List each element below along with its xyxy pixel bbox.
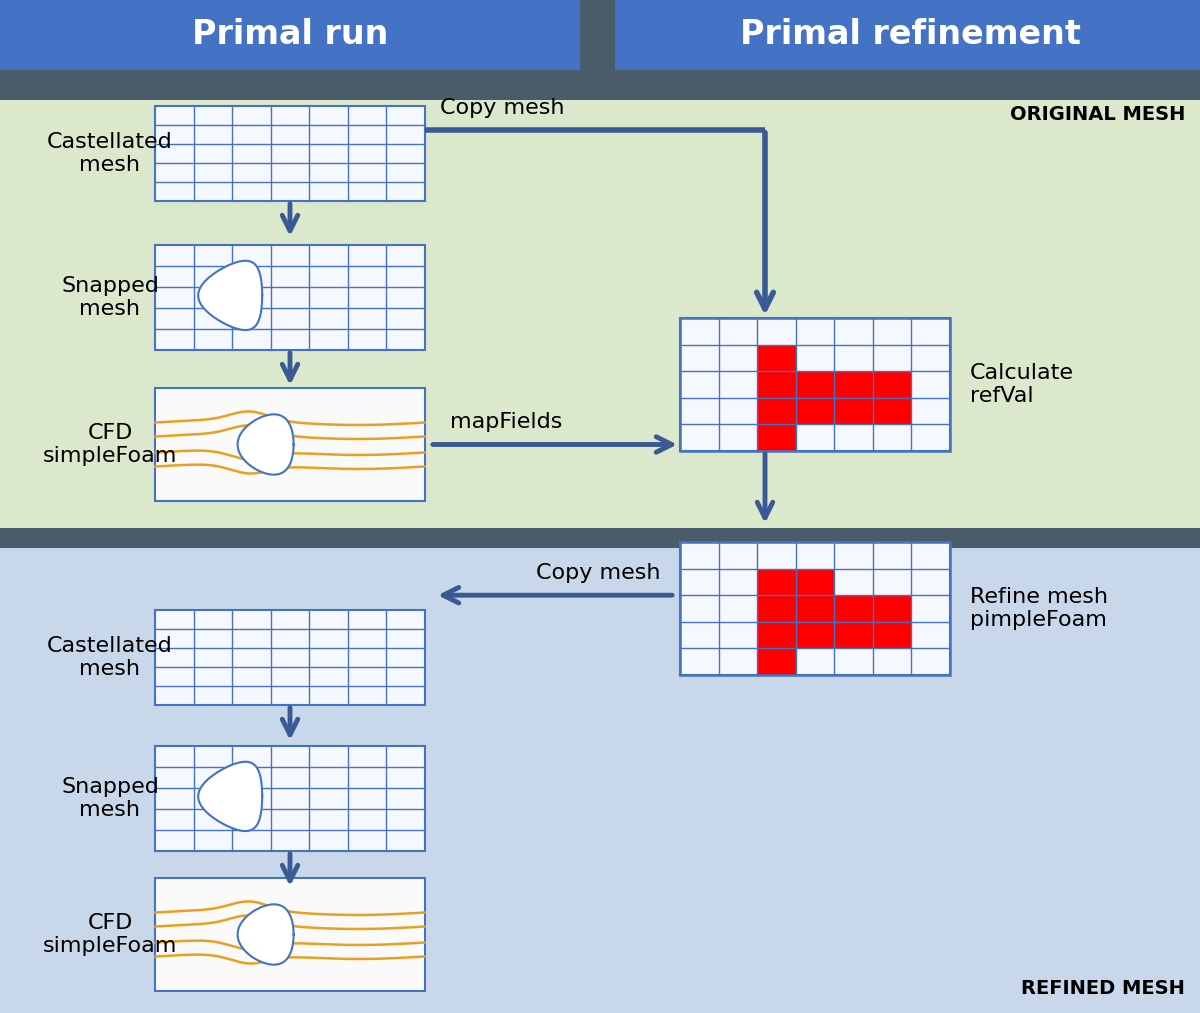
FancyBboxPatch shape [834,596,872,622]
Text: Copy mesh: Copy mesh [440,97,564,118]
FancyBboxPatch shape [872,398,912,424]
FancyBboxPatch shape [0,0,580,70]
FancyBboxPatch shape [757,424,796,451]
FancyBboxPatch shape [796,398,834,424]
Polygon shape [238,414,294,475]
FancyBboxPatch shape [872,371,912,398]
FancyBboxPatch shape [872,596,912,622]
FancyBboxPatch shape [834,398,872,424]
FancyBboxPatch shape [680,318,950,451]
Text: Primal refinement: Primal refinement [739,18,1080,52]
Text: Calculate
refVal: Calculate refVal [970,363,1074,406]
Text: Castellated
mesh: Castellated mesh [47,132,173,175]
FancyBboxPatch shape [155,245,425,350]
FancyBboxPatch shape [757,371,796,398]
FancyBboxPatch shape [757,648,796,675]
FancyBboxPatch shape [757,398,796,424]
FancyBboxPatch shape [616,0,1200,70]
FancyBboxPatch shape [757,596,796,622]
FancyBboxPatch shape [757,568,796,596]
Text: Snapped
mesh: Snapped mesh [61,777,158,821]
Text: Refine mesh
pimpleFoam: Refine mesh pimpleFoam [970,587,1108,630]
FancyBboxPatch shape [0,100,1200,528]
Text: CFD
simpleFoam: CFD simpleFoam [43,422,178,466]
Text: REFINED MESH: REFINED MESH [1021,979,1186,998]
FancyBboxPatch shape [757,344,796,371]
Text: CFD
simpleFoam: CFD simpleFoam [43,913,178,956]
FancyBboxPatch shape [796,596,834,622]
FancyBboxPatch shape [155,746,425,851]
FancyBboxPatch shape [834,622,872,648]
Polygon shape [198,762,262,831]
Text: Snapped
mesh: Snapped mesh [61,276,158,319]
FancyBboxPatch shape [155,106,425,201]
Text: mapFields: mapFields [450,412,563,433]
FancyBboxPatch shape [834,371,872,398]
FancyBboxPatch shape [796,371,834,398]
FancyBboxPatch shape [872,622,912,648]
FancyBboxPatch shape [796,568,834,596]
FancyBboxPatch shape [0,548,1200,1013]
FancyBboxPatch shape [155,610,425,705]
Text: Copy mesh: Copy mesh [535,563,660,583]
FancyBboxPatch shape [155,388,425,501]
Polygon shape [198,260,262,330]
FancyBboxPatch shape [796,622,834,648]
FancyBboxPatch shape [680,542,950,675]
FancyBboxPatch shape [757,622,796,648]
Text: Primal run: Primal run [192,18,388,52]
FancyBboxPatch shape [155,878,425,991]
Text: Castellated
mesh: Castellated mesh [47,636,173,679]
Text: ORIGINAL MESH: ORIGINAL MESH [1009,105,1186,124]
Polygon shape [238,905,294,964]
